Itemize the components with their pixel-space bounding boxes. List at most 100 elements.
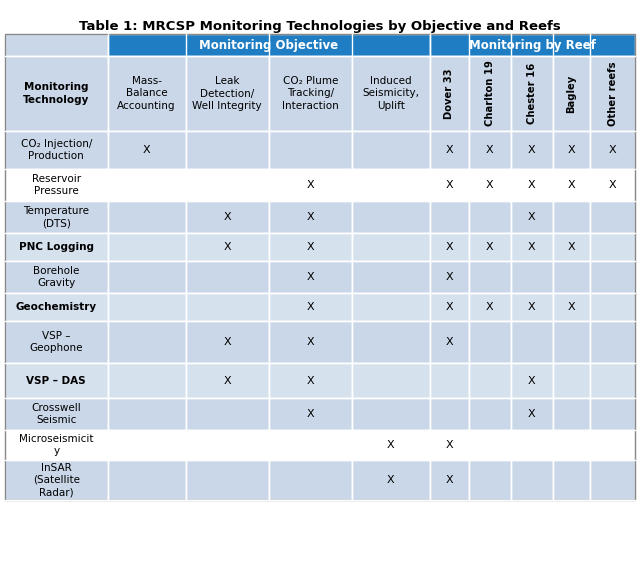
Text: X: X — [568, 302, 575, 312]
Text: Leak
Detection/
Well Integrity: Leak Detection/ Well Integrity — [193, 76, 262, 111]
Bar — [108, 34, 430, 56]
Text: X: X — [486, 302, 494, 312]
Bar — [186, 56, 269, 131]
Bar — [590, 293, 635, 321]
Bar — [108, 430, 186, 460]
Bar — [352, 233, 430, 261]
Text: X: X — [307, 180, 314, 190]
Bar — [269, 261, 352, 293]
Bar — [186, 169, 269, 201]
Bar — [108, 56, 186, 131]
Text: Microseismicit
y: Microseismicit y — [19, 434, 93, 456]
Bar — [269, 430, 352, 460]
Bar — [269, 460, 352, 500]
Text: PNC Logging: PNC Logging — [19, 242, 94, 252]
Text: X: X — [307, 272, 314, 282]
Text: X: X — [307, 302, 314, 312]
Bar — [5, 34, 108, 56]
Text: X: X — [528, 376, 536, 386]
Bar — [511, 56, 553, 131]
Text: X: X — [445, 272, 453, 282]
Text: X: X — [445, 302, 453, 312]
Text: X: X — [387, 475, 395, 485]
Text: X: X — [307, 376, 314, 386]
Bar — [269, 398, 352, 430]
Text: X: X — [445, 242, 453, 252]
Bar — [469, 233, 511, 261]
Bar — [186, 363, 269, 398]
Bar — [5, 131, 108, 169]
Bar — [352, 293, 430, 321]
Bar — [511, 460, 553, 500]
Bar — [469, 56, 511, 131]
Text: X: X — [609, 180, 616, 190]
Bar — [5, 321, 108, 363]
Bar — [5, 293, 108, 321]
Bar — [590, 56, 635, 131]
Text: Monitoring
Technology: Monitoring Technology — [23, 82, 90, 105]
Bar — [469, 201, 511, 233]
Bar — [590, 201, 635, 233]
Bar — [511, 293, 553, 321]
Bar — [352, 201, 430, 233]
Text: X: X — [609, 145, 616, 155]
Text: VSP –
Geophone: VSP – Geophone — [29, 331, 83, 353]
Text: X: X — [307, 337, 314, 347]
Bar — [5, 233, 108, 261]
Bar — [469, 169, 511, 201]
Bar — [469, 398, 511, 430]
Bar — [186, 398, 269, 430]
Bar — [186, 430, 269, 460]
Text: X: X — [445, 145, 453, 155]
Bar — [511, 131, 553, 169]
Bar — [553, 56, 590, 131]
Bar — [590, 169, 635, 201]
Bar — [5, 201, 108, 233]
Bar — [553, 460, 590, 500]
Text: X: X — [143, 145, 150, 155]
Bar — [469, 261, 511, 293]
Text: Chester 16: Chester 16 — [527, 63, 537, 124]
Bar — [553, 293, 590, 321]
Text: X: X — [307, 242, 314, 252]
Bar — [108, 131, 186, 169]
Bar — [5, 169, 108, 201]
Bar — [430, 460, 469, 500]
Bar — [5, 430, 108, 460]
Text: Borehole
Gravity: Borehole Gravity — [33, 266, 79, 288]
Bar — [553, 261, 590, 293]
Text: X: X — [528, 409, 536, 419]
Bar — [186, 131, 269, 169]
Bar — [186, 233, 269, 261]
Bar — [5, 460, 108, 500]
Text: VSP – DAS: VSP – DAS — [26, 376, 86, 386]
Text: Mass-
Balance
Accounting: Mass- Balance Accounting — [117, 76, 176, 111]
Bar — [269, 321, 352, 363]
Text: X: X — [568, 180, 575, 190]
Bar — [186, 261, 269, 293]
Bar — [352, 430, 430, 460]
Bar — [553, 169, 590, 201]
Bar — [108, 398, 186, 430]
Bar — [553, 233, 590, 261]
Bar — [269, 131, 352, 169]
Bar — [108, 233, 186, 261]
Bar — [553, 131, 590, 169]
Text: X: X — [486, 180, 494, 190]
Bar — [108, 169, 186, 201]
Bar — [553, 430, 590, 460]
Text: X: X — [486, 242, 494, 252]
Bar — [430, 56, 469, 131]
Bar — [269, 201, 352, 233]
Bar — [5, 363, 108, 398]
Bar — [469, 321, 511, 363]
Bar — [352, 131, 430, 169]
Bar — [186, 460, 269, 500]
Text: InSAR
(Satellite
Radar): InSAR (Satellite Radar) — [33, 462, 80, 497]
Text: Induced
Seismicity,
Uplift: Induced Seismicity, Uplift — [362, 76, 419, 111]
Bar — [186, 293, 269, 321]
Bar — [553, 201, 590, 233]
Text: X: X — [223, 376, 231, 386]
Text: CO₂ Plume
Tracking/
Interaction: CO₂ Plume Tracking/ Interaction — [282, 76, 339, 111]
Text: Charlton 19: Charlton 19 — [485, 60, 495, 126]
